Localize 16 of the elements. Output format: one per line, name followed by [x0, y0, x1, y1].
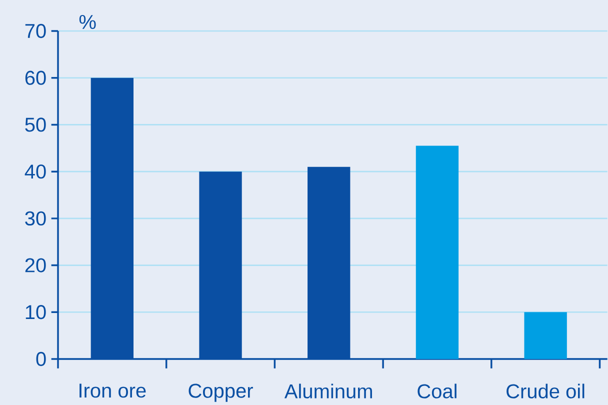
y-tick-label: 10: [26, 305, 46, 320]
y-tick-label: 60: [25, 70, 46, 85]
x-tick-label: Aluminum: [284, 384, 372, 398]
x-tick-label: Iron ore: [80, 384, 146, 398]
x-tick-label: Coal: [418, 384, 456, 398]
y-tick-label: 50: [25, 118, 46, 132]
y-tick-label: 40: [24, 164, 46, 179]
bar: [416, 146, 459, 359]
x-tick-label: Copper: [188, 384, 253, 402]
x-tick-label: Crude oil: [506, 384, 584, 398]
y-tick-label: 30: [25, 211, 46, 226]
y-tick-label: 0: [36, 352, 46, 366]
y-axis-title: %: [79, 14, 96, 29]
bar: [524, 312, 567, 359]
y-tick-label: 70: [25, 24, 46, 38]
y-tick-label: 20: [25, 258, 46, 272]
